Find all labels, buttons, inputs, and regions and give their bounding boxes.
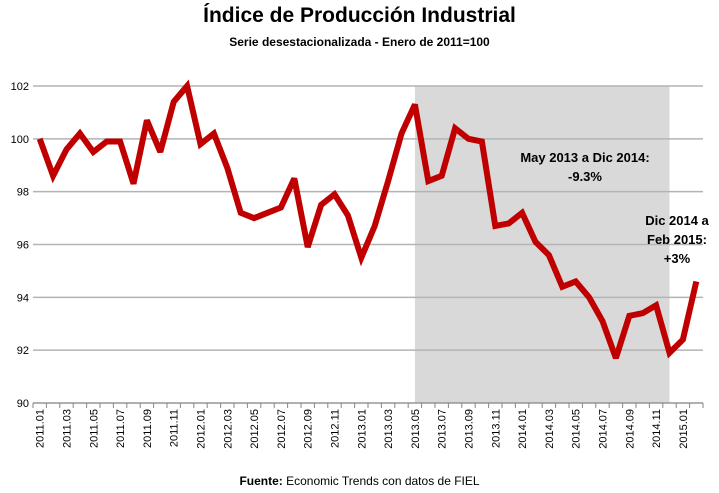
annotation-text: May 2013 a Dic 2014: [520, 150, 649, 165]
x-tick-label: 2012.05 [249, 409, 261, 449]
y-tick-label: 96 [17, 240, 29, 252]
y-tick-label: 98 [17, 187, 29, 199]
series-line [36, 79, 700, 360]
x-tick-label: 2014.05 [571, 409, 583, 449]
x-tick-label: 2015.01 [678, 409, 690, 449]
x-tick-label: 2012.07 [276, 409, 288, 449]
x-tick-label: 2014.07 [598, 409, 610, 449]
annotation-text: +3% [664, 251, 691, 266]
annotation-text: -9.3% [568, 169, 602, 184]
x-tick-label: 2011.07 [115, 409, 127, 448]
source-text: Economic Trends con datos de FIEL [282, 474, 480, 488]
chart-title: Índice de Producción Industrial [203, 4, 516, 27]
annotation-text: Dic 2014 a [645, 213, 709, 228]
source-label: Fuente: [239, 474, 283, 488]
x-tick-label: 2011.01 [35, 409, 47, 448]
x-tick-label: 2012.03 [222, 409, 234, 449]
x-tick-label: 2011.05 [88, 409, 100, 448]
x-tick-label: 2013.03 [383, 409, 395, 449]
x-tick-label: 2014.03 [544, 409, 556, 449]
x-tick-label: 2012.11 [330, 409, 342, 448]
x-tick-label: 2013.07 [437, 409, 449, 449]
y-tick-label: 90 [17, 398, 29, 410]
chart-subtitle: Serie desestacionalizada - Enero de 2011… [229, 35, 490, 49]
x-tick-label: 2013.01 [356, 409, 368, 449]
x-tick-label: 2014.11 [651, 409, 663, 448]
x-tick-label: 2011.03 [62, 409, 74, 448]
annotation-text: Feb 2015: [647, 232, 707, 247]
x-tick-label: 2012.01 [196, 409, 208, 449]
chart-source: Fuente: Economic Trends con datos de FIE… [0, 474, 719, 488]
x-tick-label: 2014.09 [624, 409, 636, 449]
x-tick-label: 2014.01 [517, 409, 529, 449]
y-tick-label: 100 [11, 134, 29, 146]
x-tick-label: 2011.11 [169, 409, 181, 447]
x-tick-label: 2013.09 [464, 409, 476, 449]
y-tick-label: 92 [17, 345, 29, 357]
x-tick-label: 2012.09 [303, 409, 315, 449]
x-tick-label: 2013.11 [490, 409, 502, 448]
x-tick-label: 2013.05 [410, 409, 422, 449]
y-tick-label: 94 [17, 292, 29, 304]
x-tick-label: 2011.09 [142, 409, 154, 448]
y-tick-label: 102 [11, 81, 29, 93]
